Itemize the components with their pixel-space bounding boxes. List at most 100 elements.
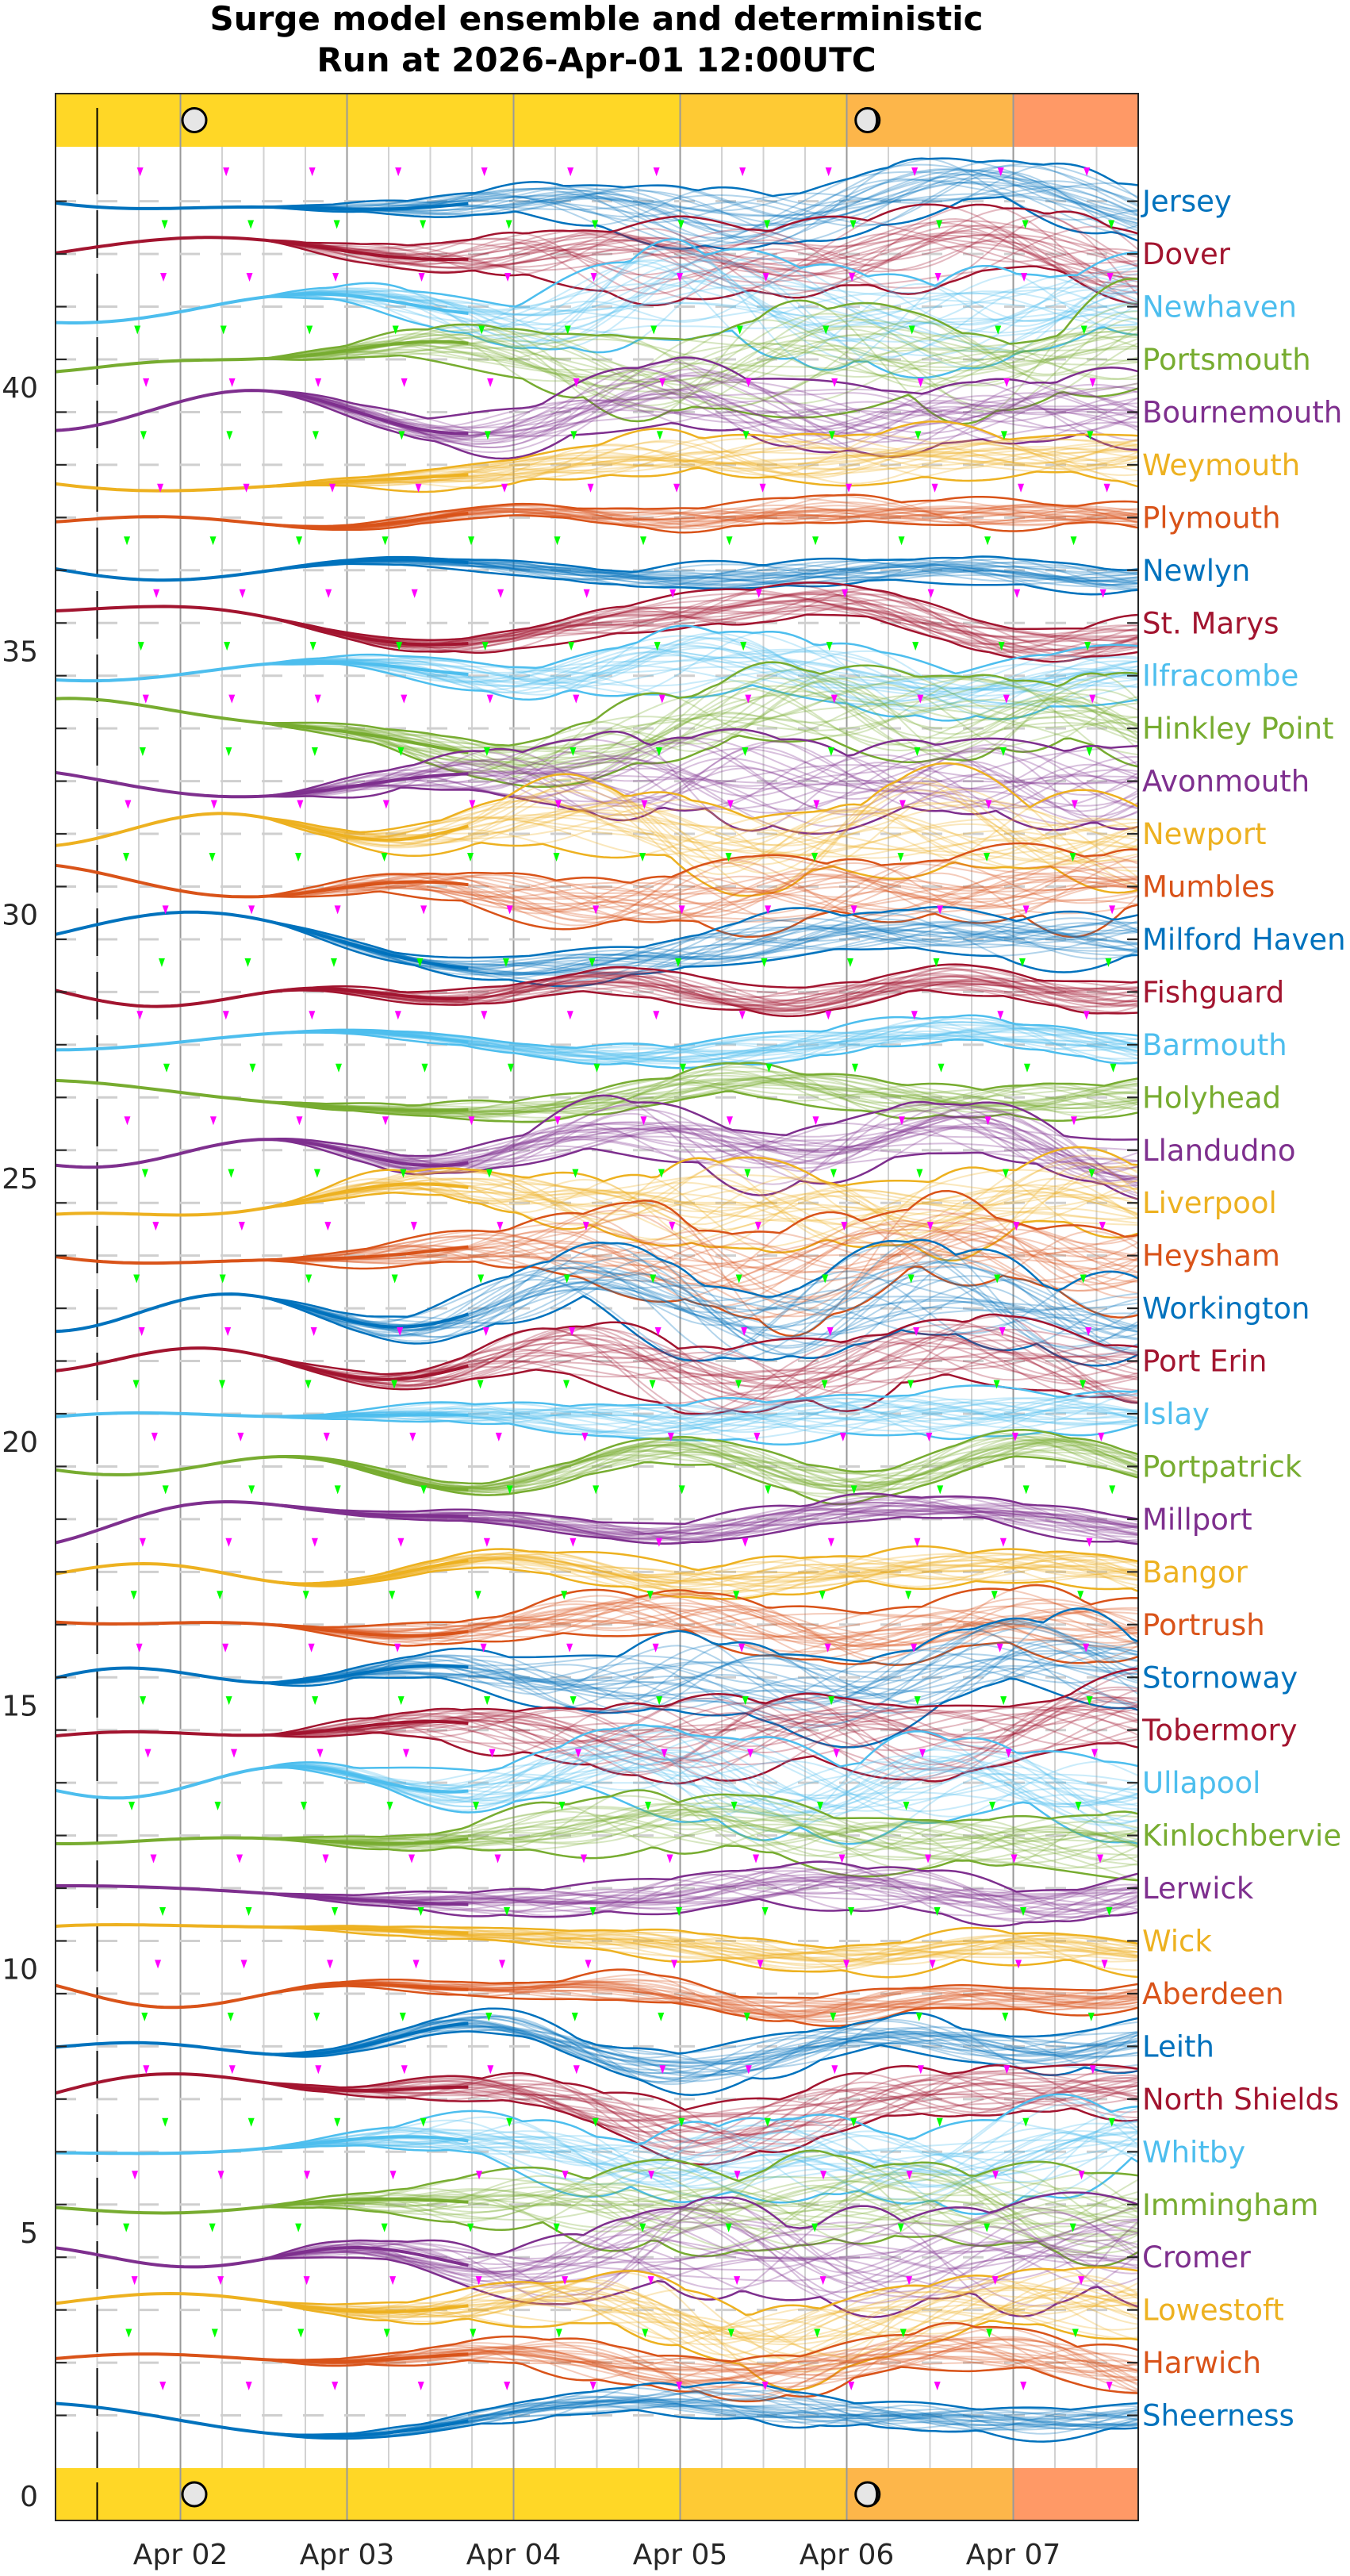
tide-marker — [334, 905, 341, 915]
tide-marker — [821, 1380, 828, 1389]
station-labels: Jersey Dover Newhaven Portsmouth Bournemouth… — [1141, 185, 1346, 2433]
tide-marker — [504, 273, 512, 282]
tide-marker — [486, 694, 493, 704]
tide-marker — [495, 1432, 502, 1442]
station-label: Portrush — [1142, 1608, 1265, 1642]
tide-marker — [134, 325, 141, 335]
tide-marker — [1022, 2117, 1030, 2127]
tide-marker — [1089, 2065, 1096, 2075]
station-label: Wick — [1142, 1925, 1212, 1959]
tide-marker — [411, 589, 418, 598]
station-label: Portpatrick — [1142, 1449, 1302, 1484]
tide-marker — [593, 1485, 600, 1495]
tide-marker — [734, 2171, 741, 2180]
tide-marker — [567, 167, 574, 177]
tide-marker — [937, 905, 944, 915]
tide-marker — [142, 694, 149, 704]
tide-marker — [727, 800, 734, 809]
tide-marker — [401, 2065, 408, 2075]
tide-marker — [1021, 273, 1028, 282]
y-tick-label: 40 — [2, 372, 38, 405]
tide-marker — [914, 1538, 921, 1547]
station-label: Avonmouth — [1142, 765, 1310, 799]
tide-marker — [1002, 1169, 1009, 1178]
tide-marker — [1088, 1169, 1095, 1178]
station-series-holyhead — [55, 1061, 1139, 1123]
tide-marker — [420, 220, 427, 229]
tide-marker — [642, 2328, 649, 2338]
tide-marker — [656, 431, 663, 440]
tide-marker — [1097, 1854, 1104, 1864]
tide-marker — [917, 694, 924, 704]
station-label: Bournemouth — [1142, 395, 1342, 429]
tide-marker — [131, 2276, 138, 2286]
tide-marker — [501, 483, 508, 493]
tide-marker — [157, 483, 164, 493]
tide-marker — [1078, 2276, 1085, 2286]
tide-marker — [592, 2117, 599, 2127]
tide-marker — [997, 1011, 1004, 1020]
tide-marker — [824, 1643, 831, 1653]
tide-marker — [397, 1538, 405, 1547]
tide-marker — [136, 1643, 143, 1653]
deterministic-line — [55, 2291, 469, 2314]
x-tick-label: Apr 02 — [133, 2539, 228, 2571]
station-label: Hinkley Point — [1142, 712, 1334, 746]
tide-marker — [1069, 852, 1076, 862]
tide-marker — [391, 1274, 398, 1284]
tide-marker — [305, 1274, 313, 1284]
tide-marker — [420, 2117, 427, 2127]
tide-marker — [912, 642, 919, 651]
tide-marker — [219, 1274, 226, 1284]
tide-marker — [1084, 642, 1091, 651]
tide-marker — [563, 1380, 570, 1389]
tide-marker — [506, 905, 513, 915]
station-series-lerwick — [56, 1860, 1139, 1928]
tide-marker — [123, 852, 130, 862]
tide-marker — [392, 325, 399, 335]
tide-marker — [144, 1749, 151, 1758]
tide-marker — [998, 642, 1005, 651]
tide-marker — [919, 1749, 926, 1758]
tide-marker — [850, 1485, 857, 1495]
tide-marker — [141, 1169, 148, 1178]
tide-marker — [999, 1327, 1006, 1337]
tide-marker — [839, 1432, 846, 1442]
tide-marker — [725, 2223, 732, 2232]
tide-marker — [327, 1960, 334, 1969]
tide-marker — [225, 1538, 232, 1547]
tide-marker — [678, 2117, 685, 2127]
tide-marker — [572, 1169, 579, 1178]
tide-marker — [143, 2065, 150, 2075]
station-series-st-marys — [55, 582, 1139, 663]
tide-marker — [678, 905, 685, 915]
tide-marker — [467, 852, 474, 862]
tide-marker — [476, 2171, 483, 2180]
tide-marker — [652, 1643, 659, 1653]
tide-marker — [995, 325, 1002, 335]
tide-marker — [671, 1960, 678, 1969]
tide-marker — [850, 905, 857, 915]
tide-marker — [1014, 589, 1021, 598]
tide-marker — [420, 905, 428, 915]
tide-marker — [1003, 694, 1010, 704]
tide-marker — [592, 220, 599, 229]
station-series-stornoway — [55, 1607, 1139, 1749]
tide-marker — [765, 1485, 772, 1495]
deterministic-line — [55, 389, 469, 436]
tide-marker — [502, 958, 509, 967]
station-series-bangor — [55, 1545, 1139, 1600]
tide-marker — [324, 1222, 332, 1231]
tide-marker — [593, 1063, 600, 1073]
tide-marker — [309, 642, 316, 651]
tide-marker — [1089, 378, 1096, 387]
station-label: Tobermory — [1141, 1714, 1298, 1748]
tide-marker — [553, 852, 560, 862]
tide-marker — [753, 1854, 760, 1864]
tide-marker — [917, 2065, 924, 2075]
tide-marker — [1000, 431, 1007, 440]
tide-marker — [499, 1960, 506, 1969]
station-series-port-erin — [55, 1313, 1139, 1415]
tide-marker — [236, 1854, 244, 1864]
tide-marker — [132, 1380, 140, 1389]
